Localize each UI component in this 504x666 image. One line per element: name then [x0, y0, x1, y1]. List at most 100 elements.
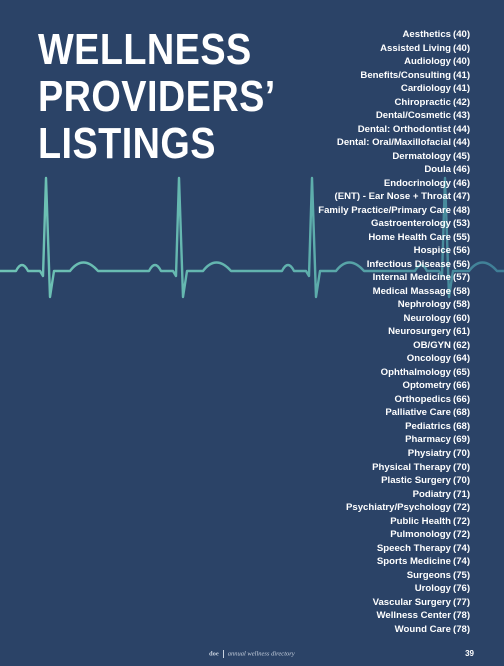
listing-item: Urology (76): [318, 582, 474, 596]
listing-name: Ophthalmology: [380, 366, 451, 378]
listing-page-number: (74): [453, 556, 471, 568]
listing-item: Gastroenterology (53): [318, 217, 474, 231]
listing-page-number: (58): [453, 285, 471, 297]
listing-item: Dental: Oral/Maxillofacial (44): [318, 136, 474, 150]
listing-name: Dental/Cosmetic: [375, 110, 451, 122]
listing-name: Palliative Care: [385, 407, 451, 419]
title-line-1: WELLNESS: [38, 25, 252, 74]
listing-page-number: (48): [453, 204, 471, 216]
footer-brand: doe: [209, 650, 219, 658]
listing-name: Sports Medicine: [376, 556, 451, 568]
listing-item: Pharmacy (69): [318, 433, 474, 447]
listing-item: Plastic Surgery (70): [318, 474, 474, 488]
page-title: WELLNESS PROVIDERS’ LISTINGS: [38, 26, 276, 167]
listing-item: Dental: Orthodontist (44): [318, 123, 474, 137]
listing-item: Wound Care (78): [318, 623, 474, 637]
listing-page-number: (40): [453, 29, 471, 40]
listing-name: Wound Care: [394, 623, 451, 635]
listing-item: Cardiology (41): [318, 82, 474, 96]
footer-publication: annual wellness directory: [227, 650, 295, 658]
listing-item: Psychiatry/Psychology (72): [318, 501, 474, 515]
listing-page-number: (40): [453, 42, 471, 54]
listing-page-number: (44): [453, 137, 471, 149]
listing-name: Endocrinology: [383, 177, 451, 189]
listing-name: Pharmacy: [405, 434, 451, 446]
listing-page-number: (45): [453, 150, 471, 162]
listing-page-number: (43): [453, 110, 471, 122]
listing-page-number: (58): [453, 299, 471, 311]
listing-item: (ENT) - Ear Nose + Throat (47): [318, 190, 474, 204]
listing-name: Chiropractic: [394, 96, 451, 108]
heartbeat-line-graphic: [0, 176, 504, 299]
listing-page-number: (56): [453, 245, 471, 257]
listing-page-number: (46): [453, 177, 471, 189]
listing-page-number: (70): [453, 447, 471, 459]
listing-page-number: (55): [453, 231, 471, 243]
listing-name: Psychiatry/Psychology: [345, 502, 451, 514]
listing-page-number: (70): [453, 461, 471, 473]
listing-page-number: (62): [453, 339, 471, 351]
listing-page-number: (47): [453, 191, 471, 203]
listing-name: Cardiology: [400, 83, 451, 95]
listing-item: Pediatrics (68): [318, 420, 474, 434]
listing-item: Home Health Care (55): [318, 231, 474, 245]
listing-name: Dermatology: [392, 150, 451, 162]
listing-page-number: (64): [453, 353, 471, 365]
listing-name: Family Practice/Primary Care: [318, 204, 451, 216]
listing-item: Surgeons (75): [318, 569, 474, 583]
listing-page-number: (68): [453, 407, 471, 419]
listing-page-number: (40): [453, 56, 471, 68]
listing-page-number: (71): [453, 488, 471, 500]
listing-item: Pulmonology (72): [318, 528, 474, 542]
listing-page-number: (72): [453, 515, 471, 527]
listing-item: Benefits/Consulting (41): [318, 69, 474, 83]
listing-page-number: (74): [453, 542, 471, 554]
listing-name: Benefits/Consulting: [360, 69, 451, 81]
listing-name: Pulmonology: [390, 529, 451, 541]
specialty-listing: Aesthetics (40) Assisted Living (40) Audiolo…: [318, 28, 474, 636]
listing-name: Audiology: [404, 56, 451, 68]
listing-item: Physiatry (70): [318, 447, 474, 461]
listing-item: Doula (46): [318, 163, 474, 177]
listing-page-number: (60): [453, 312, 471, 324]
page-number: 39: [465, 649, 474, 658]
listing-page-number: (70): [453, 475, 471, 487]
listing-item: Medical Massage (58): [318, 285, 474, 299]
page-footer: doe annual wellness directory 39: [0, 649, 504, 662]
listing-name: Dental: Oral/Maxillofacial: [336, 137, 451, 149]
listing-page-number: (44): [453, 123, 471, 135]
listing-item: Internal Medicine (57): [318, 271, 474, 285]
listing-name: Aesthetics: [402, 29, 451, 40]
listing-name: Neurosurgery: [388, 326, 451, 338]
listing-page-number: (69): [453, 434, 471, 446]
listing-item: Wellness Center (78): [318, 609, 474, 623]
listing-item: Assisted Living (40): [318, 42, 474, 56]
listing-item: Audiology (40): [318, 55, 474, 69]
listing-name: Neurology: [403, 312, 451, 324]
listing-page-number: (41): [453, 83, 471, 95]
listing-page-number: (66): [453, 393, 471, 405]
listing-name: Orthopedics: [394, 393, 451, 405]
listing-name: Infectious Disease: [366, 258, 451, 270]
listing-name: OB/GYN: [413, 339, 451, 351]
listing-item: Nephrology (58): [318, 298, 474, 312]
listing-name: Podiatry: [412, 488, 451, 500]
listing-name: Optometry: [402, 380, 451, 392]
listing-name: Physical Therapy: [372, 461, 451, 473]
ekg-trace: [0, 176, 504, 299]
listing-item: OB/GYN (62): [318, 339, 474, 353]
listing-page-number: (76): [453, 583, 471, 595]
listing-item: Orthopedics (66): [318, 393, 474, 407]
listing-item: Infectious Disease (56): [318, 258, 474, 272]
listing-page-number: (75): [453, 569, 471, 581]
listing-page-number: (72): [453, 529, 471, 541]
listing-item: Hospice (56): [318, 244, 474, 258]
listing-item: Physical Therapy (70): [318, 461, 474, 475]
listing-name: (ENT) - Ear Nose + Throat: [334, 191, 451, 203]
listing-name: Surgeons: [406, 569, 451, 581]
listing-page-number: (56): [453, 258, 471, 270]
listing-name: Urology: [414, 583, 451, 595]
listing-item: Public Health (72): [318, 515, 474, 529]
listing-page-number: (68): [453, 420, 471, 432]
listing-name: Assisted Living: [380, 42, 451, 54]
